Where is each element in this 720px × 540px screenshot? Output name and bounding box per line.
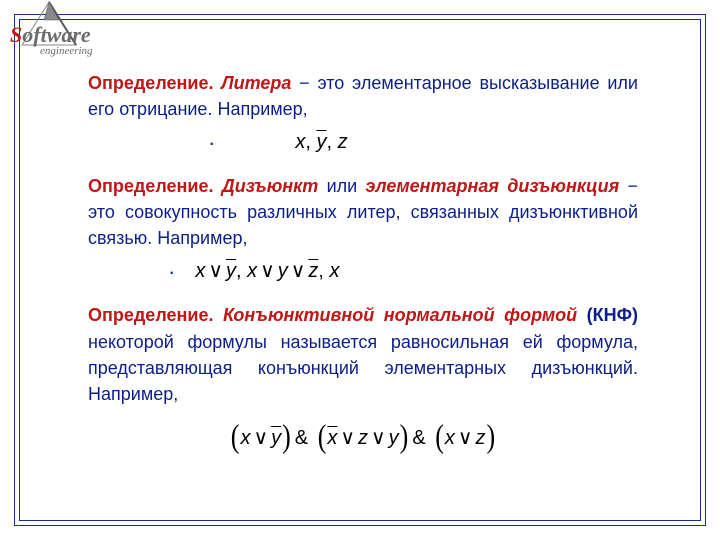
formula-3: (x∨y)& (x∨z∨y)& (x∨z): [88, 417, 638, 455]
logo-letter-s: S: [10, 22, 22, 47]
term-litera: Литера: [221, 73, 291, 93]
logo-word2: engineering: [40, 45, 93, 57]
def-label-3: Определение.: [88, 305, 213, 325]
definition-1: Определение. Литера − это элементарное в…: [88, 70, 638, 122]
term-disjunct: Дизъюнкт: [222, 176, 319, 196]
svg-text:Software: Software: [10, 22, 91, 47]
bullet-1: ·: [208, 132, 215, 154]
definition-2: Определение. Дизъюнкт или элементарная д…: [88, 173, 638, 251]
term-cnf: Конъюнктивной нормальной формой: [223, 305, 577, 325]
formula-1-math: x, y, z: [295, 128, 347, 157]
logo: Software engineering: [4, 0, 114, 70]
bullet-2: ·: [168, 261, 175, 283]
formula-3-math: (x∨y)& (x∨z∨y)& (x∨z): [230, 417, 496, 455]
def2-mid: или: [327, 176, 366, 196]
def3-rest: некоторой формулы называется равносильна…: [88, 332, 638, 404]
formula-2-math: x∨y, x∨y∨z, x: [195, 257, 339, 286]
def-label-1: Определение.: [88, 73, 213, 93]
def-label-2: Определение.: [88, 176, 213, 196]
cnf-abbrev: (КНФ): [587, 305, 638, 325]
content: Определение. Литера − это элементарное в…: [88, 70, 638, 471]
logo-word1-rest: oftware: [22, 22, 91, 47]
term-elem-disj: элементарная дизъюнкция: [365, 176, 619, 196]
formula-2: · x∨y, x∨y∨z, x: [88, 257, 638, 286]
formula-1: · x, y, z: [88, 128, 638, 157]
definition-3: Определение. Конъюнктивной нормальной фо…: [88, 302, 638, 406]
